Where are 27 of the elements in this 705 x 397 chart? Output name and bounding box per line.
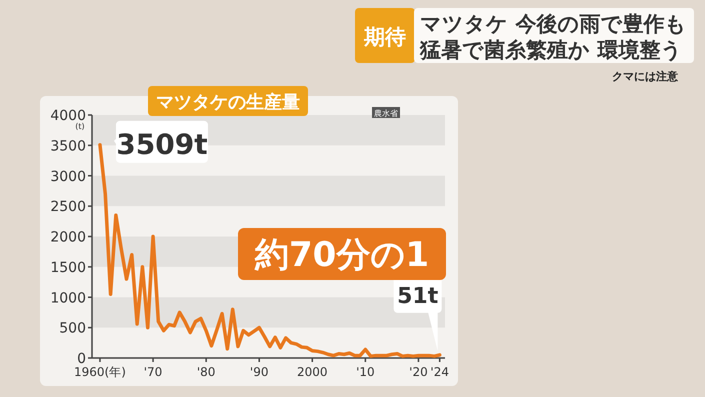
x-tick-label: '20 xyxy=(409,365,428,379)
y-tick-label: 500 xyxy=(59,320,86,337)
y-tick-label: 1000 xyxy=(50,290,86,306)
chart-title: マツタケの生産量 xyxy=(156,92,300,113)
y-tick-label: 3000 xyxy=(50,168,86,185)
text: クマには注意 xyxy=(612,70,679,83)
x-tick-label: '90 xyxy=(250,365,268,379)
y-axis-title: (t) xyxy=(75,122,85,131)
text: 期待 xyxy=(363,25,406,49)
annotation: 約70分の1 xyxy=(254,235,429,275)
x-tick-label: 1960(年) xyxy=(74,365,126,379)
x-tick-label: '24 xyxy=(430,365,449,379)
y-tick-label: 0 xyxy=(77,351,86,367)
annotation: 51t xyxy=(397,284,439,309)
x-tick-label: '10 xyxy=(356,365,375,379)
x-tick-label: '80 xyxy=(196,365,216,379)
y-tick-label: 2000 xyxy=(50,230,86,246)
y-tick-label: 3500 xyxy=(50,138,86,154)
y-tick-label: 2500 xyxy=(50,199,86,216)
y-tick-label: 1500 xyxy=(50,260,86,276)
x-tick-label: 2000 xyxy=(297,365,328,379)
y-tick-label: 4000 xyxy=(50,108,86,124)
text: マツタケ 今後の雨で豊作も xyxy=(420,12,686,36)
text: 猛暑で菌糸繁殖か 環境整う xyxy=(419,38,682,62)
x-tick-label: '70 xyxy=(144,365,162,379)
annotation: 農水省 xyxy=(374,109,398,118)
annotation: 3509t xyxy=(116,128,208,161)
